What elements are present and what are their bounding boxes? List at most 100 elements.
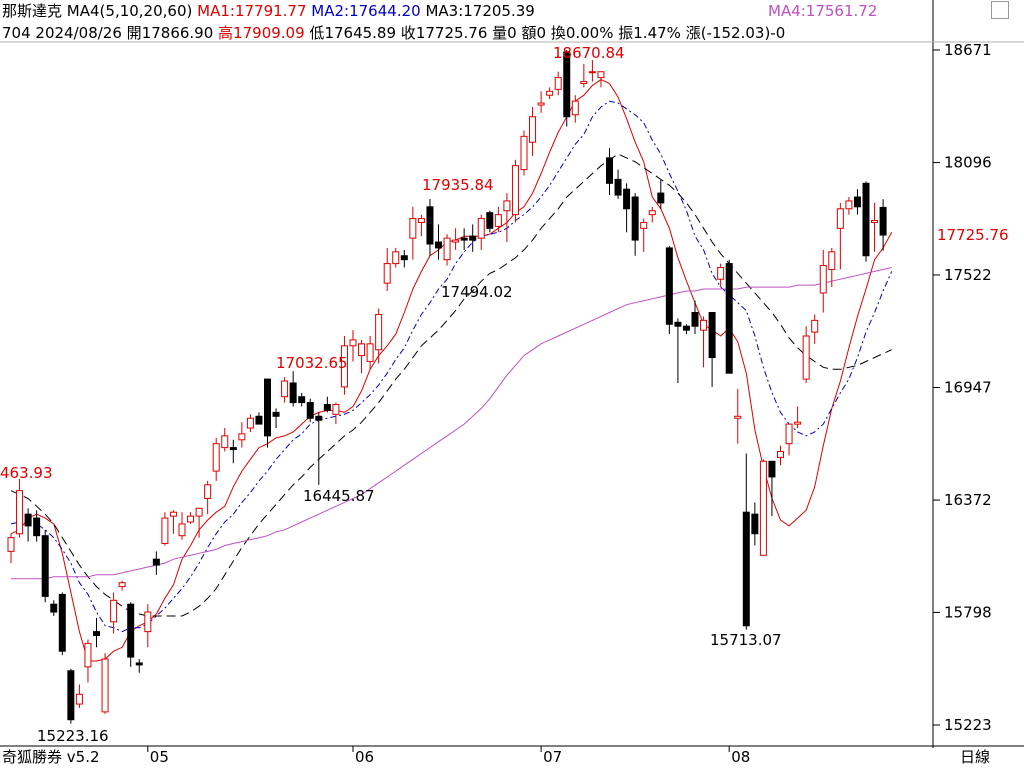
- candle-body: [546, 90, 554, 96]
- candle: [289, 371, 297, 407]
- candle: [366, 336, 374, 370]
- candle: [700, 316, 708, 368]
- moving-average-lines: [10, 79, 893, 662]
- candle: [554, 71, 562, 96]
- candle-body: [392, 251, 400, 265]
- candle-body: [494, 214, 502, 227]
- candle-body: [315, 415, 323, 421]
- candle: [118, 580, 126, 591]
- candle-body: [169, 511, 177, 517]
- candle-body: [332, 404, 340, 415]
- candle-body: [255, 415, 263, 425]
- amount-value: 額0: [521, 24, 547, 42]
- candle: [298, 392, 306, 407]
- candle-body: [802, 335, 810, 380]
- candle: [614, 169, 622, 199]
- candle: [135, 659, 143, 673]
- period-label[interactable]: 日線: [960, 748, 990, 766]
- trough-annotation: 15223.16: [37, 727, 109, 745]
- peak-annotation: 18670.84: [553, 44, 625, 62]
- candle: [212, 437, 220, 481]
- candle: [7, 533, 15, 564]
- candle-body: [588, 71, 596, 74]
- candle: [50, 600, 58, 616]
- candle: [272, 408, 280, 429]
- candle-body: [648, 210, 656, 216]
- candle: [452, 228, 460, 250]
- candle: [777, 445, 784, 466]
- candle: [101, 653, 109, 714]
- candle-body: [674, 321, 682, 327]
- candle: [862, 181, 870, 262]
- candle-body: [16, 490, 24, 535]
- candle-body: [298, 396, 306, 404]
- candle: [469, 224, 477, 252]
- candle: [195, 507, 203, 538]
- candle-body: [777, 451, 784, 458]
- candle-body: [460, 237, 468, 241]
- candle-body: [520, 135, 528, 171]
- candle: [340, 336, 348, 395]
- ma2-line: [10, 100, 893, 633]
- y-tick-label: 18096: [944, 154, 992, 172]
- candle: [349, 330, 357, 362]
- open-value: 17866.90: [141, 24, 214, 42]
- candle: [58, 592, 66, 656]
- candle-body: [828, 251, 836, 270]
- candle: [229, 439, 237, 464]
- candle-body: [554, 77, 562, 90]
- candle: [828, 247, 836, 288]
- candle-body: [819, 265, 827, 294]
- candle: [657, 179, 665, 209]
- candle-body: [606, 157, 613, 184]
- candle: [161, 512, 169, 546]
- candle-body: [152, 558, 160, 566]
- trough-annotation: 17494.02: [441, 283, 513, 301]
- candle: [358, 339, 366, 374]
- candle-body: [281, 380, 289, 398]
- candle: [255, 412, 263, 425]
- indicator-header: 那斯達克 MA4(5,10,20,60) MA1:17791.77 MA2:17…: [2, 2, 535, 20]
- candle: [323, 396, 331, 413]
- candle: [486, 210, 494, 233]
- candle-body: [135, 662, 143, 666]
- candle-body: [93, 631, 100, 637]
- candle: [460, 228, 468, 250]
- candle-body: [212, 443, 220, 472]
- candle-body: [725, 263, 733, 374]
- candle-body: [75, 693, 83, 705]
- candle-body: [435, 241, 442, 249]
- candle: [204, 480, 212, 515]
- candle: [400, 249, 408, 268]
- candle-body: [50, 603, 58, 613]
- window-control-button[interactable]: [991, 1, 1009, 19]
- candle-body: [503, 200, 511, 212]
- candle: [315, 412, 323, 485]
- candle-body: [717, 266, 725, 280]
- candle-body: [597, 71, 605, 79]
- candle: [520, 130, 528, 176]
- candle: [477, 214, 485, 250]
- candle: [546, 87, 554, 100]
- candle: [836, 202, 844, 270]
- candle-body: [614, 178, 622, 196]
- x-tick-label: 06: [355, 748, 374, 766]
- candle: [597, 71, 605, 88]
- candle: [41, 529, 49, 603]
- candle: [503, 193, 511, 243]
- candle: [409, 206, 417, 260]
- ma-spec: MA4(5,10,20,60): [66, 2, 193, 20]
- ma3-value: MA3:17205.39: [425, 2, 535, 20]
- candle-body: [33, 517, 41, 537]
- y-tick-label: 15798: [944, 603, 992, 621]
- candle: [383, 247, 391, 291]
- candle-body: [409, 218, 417, 239]
- candle: [648, 206, 656, 223]
- candle-body: [742, 511, 750, 627]
- candle-body: [682, 325, 690, 331]
- ma2-value: MA2:17644.20: [311, 2, 421, 20]
- candle-body: [383, 263, 391, 284]
- candle-body: [665, 247, 673, 325]
- candle-body: [221, 435, 229, 449]
